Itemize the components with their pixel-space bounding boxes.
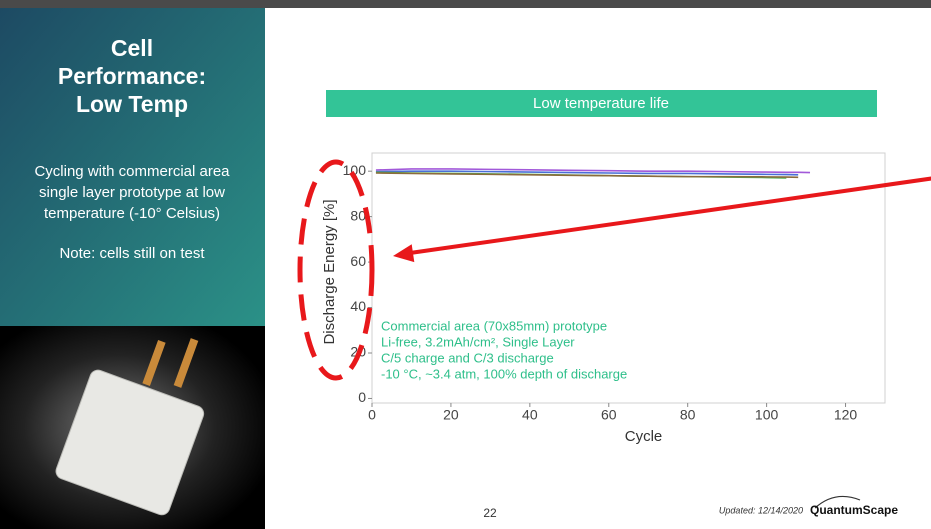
x-tick-label: 120 [834, 407, 858, 423]
annotation: Li-free, 3.2mAh/cm², Single Layer [381, 334, 575, 349]
sidebar-note: Note: cells still on test [59, 245, 205, 262]
brand: QuantumScape [810, 503, 898, 517]
x-tick-label: 100 [755, 407, 779, 423]
x-tick-label: 40 [522, 407, 538, 423]
series-line [375, 168, 811, 174]
x-tick-label: 60 [601, 407, 617, 423]
highlight-ellipse [297, 159, 375, 381]
series-line [375, 172, 799, 179]
x-tick-label: 0 [368, 407, 376, 423]
sidebar-text: temperature (-10° Celsius) [44, 205, 220, 222]
annotation: -10 °C, ~3.4 atm, 100% depth of discharg… [381, 366, 627, 381]
plot-area [371, 152, 886, 404]
banner-text: Low temperature life [533, 95, 669, 112]
logo-arc [814, 495, 861, 509]
x-axis-label: Cycle [625, 428, 663, 445]
sidebar-title: Cell [111, 35, 153, 61]
sidebar-text: Cycling with commercial area [34, 163, 230, 180]
y-tick-label: 60 [350, 253, 366, 269]
y-axis-label: Discharge Energy [%] [321, 199, 338, 344]
annotation: C/5 charge and C/3 discharge [381, 350, 554, 365]
sidebar-title: Low Temp [76, 91, 188, 117]
pouch-cell [55, 338, 205, 516]
top-bar [0, 0, 931, 8]
updated-date: Updated: 12/14/2020 [719, 505, 803, 515]
page-number: 22 [483, 506, 497, 520]
sidebar-title: Performance: [58, 63, 206, 89]
x-tick-label: 20 [443, 407, 459, 423]
sidebar [0, 8, 265, 326]
y-tick-label: 0 [358, 389, 366, 405]
y-tick-label: 100 [343, 162, 367, 178]
y-tick-label: 80 [350, 207, 366, 223]
series-line [375, 170, 799, 176]
arrow [393, 176, 931, 263]
annotation: Commercial area (70x85mm) prototype [381, 318, 607, 333]
y-tick-label: 40 [350, 298, 366, 314]
x-tick-label: 80 [680, 407, 696, 423]
banner [326, 90, 877, 117]
sidebar-text: single layer prototype at low [39, 184, 225, 201]
